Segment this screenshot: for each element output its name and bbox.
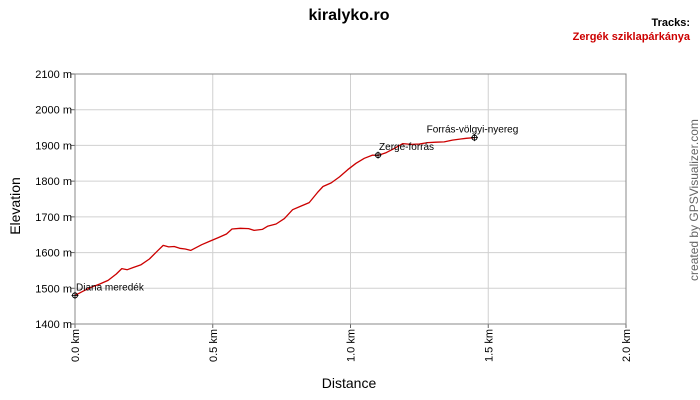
axis-ticks: 1400 m 1500 m 1600 m 1700 m 1800 m 1900 m 2000… <box>35 69 633 362</box>
legend-entry: Zergék sziklapárkánya <box>573 31 691 43</box>
waypoints: Diana meredék Zerge-forrás Forrás-völgyi-n… <box>71 125 519 299</box>
x-axis-label: Distance <box>322 375 377 391</box>
series-line <box>74 136 475 296</box>
x-tick-label: 2.0 km <box>621 329 633 362</box>
x-tick-label: 1.0 km <box>346 329 358 362</box>
x-tick-label: 0.5 km <box>208 329 220 362</box>
y-tick-label: 1700 m <box>35 212 72 224</box>
plot-frame <box>74 73 627 325</box>
y-tick-label: 1800 m <box>35 176 72 188</box>
y-tick-label: 1500 m <box>35 283 72 295</box>
y-tick-label: 1400 m <box>35 319 72 331</box>
series <box>74 136 475 296</box>
y-tick-label: 2100 m <box>35 69 72 81</box>
y-tick-label: 1600 m <box>35 248 72 260</box>
waypoint-label: Forrás-völgyi-nyereg <box>427 125 519 136</box>
y-tick-label: 2000 m <box>35 105 72 117</box>
waypoint-label: Zerge-forrás <box>379 142 434 153</box>
credit-text: created by GPSVisualizer.com <box>687 119 700 281</box>
x-tick-label: 1.5 km <box>483 329 495 362</box>
y-axis-label: Elevation <box>7 177 23 235</box>
waypoint-label: Diana meredék <box>76 282 145 293</box>
y-tick-label: 1900 m <box>35 140 72 152</box>
x-tick-label: 0.0 km <box>70 329 82 362</box>
chart-title: kiralyko.ro <box>309 7 390 24</box>
waypoint: Diana meredék <box>71 282 145 299</box>
waypoint: Zerge-forrás <box>374 142 434 159</box>
legend-heading: Tracks: <box>651 17 690 29</box>
waypoint: Forrás-völgyi-nyereg <box>427 125 519 142</box>
grid <box>74 73 627 325</box>
